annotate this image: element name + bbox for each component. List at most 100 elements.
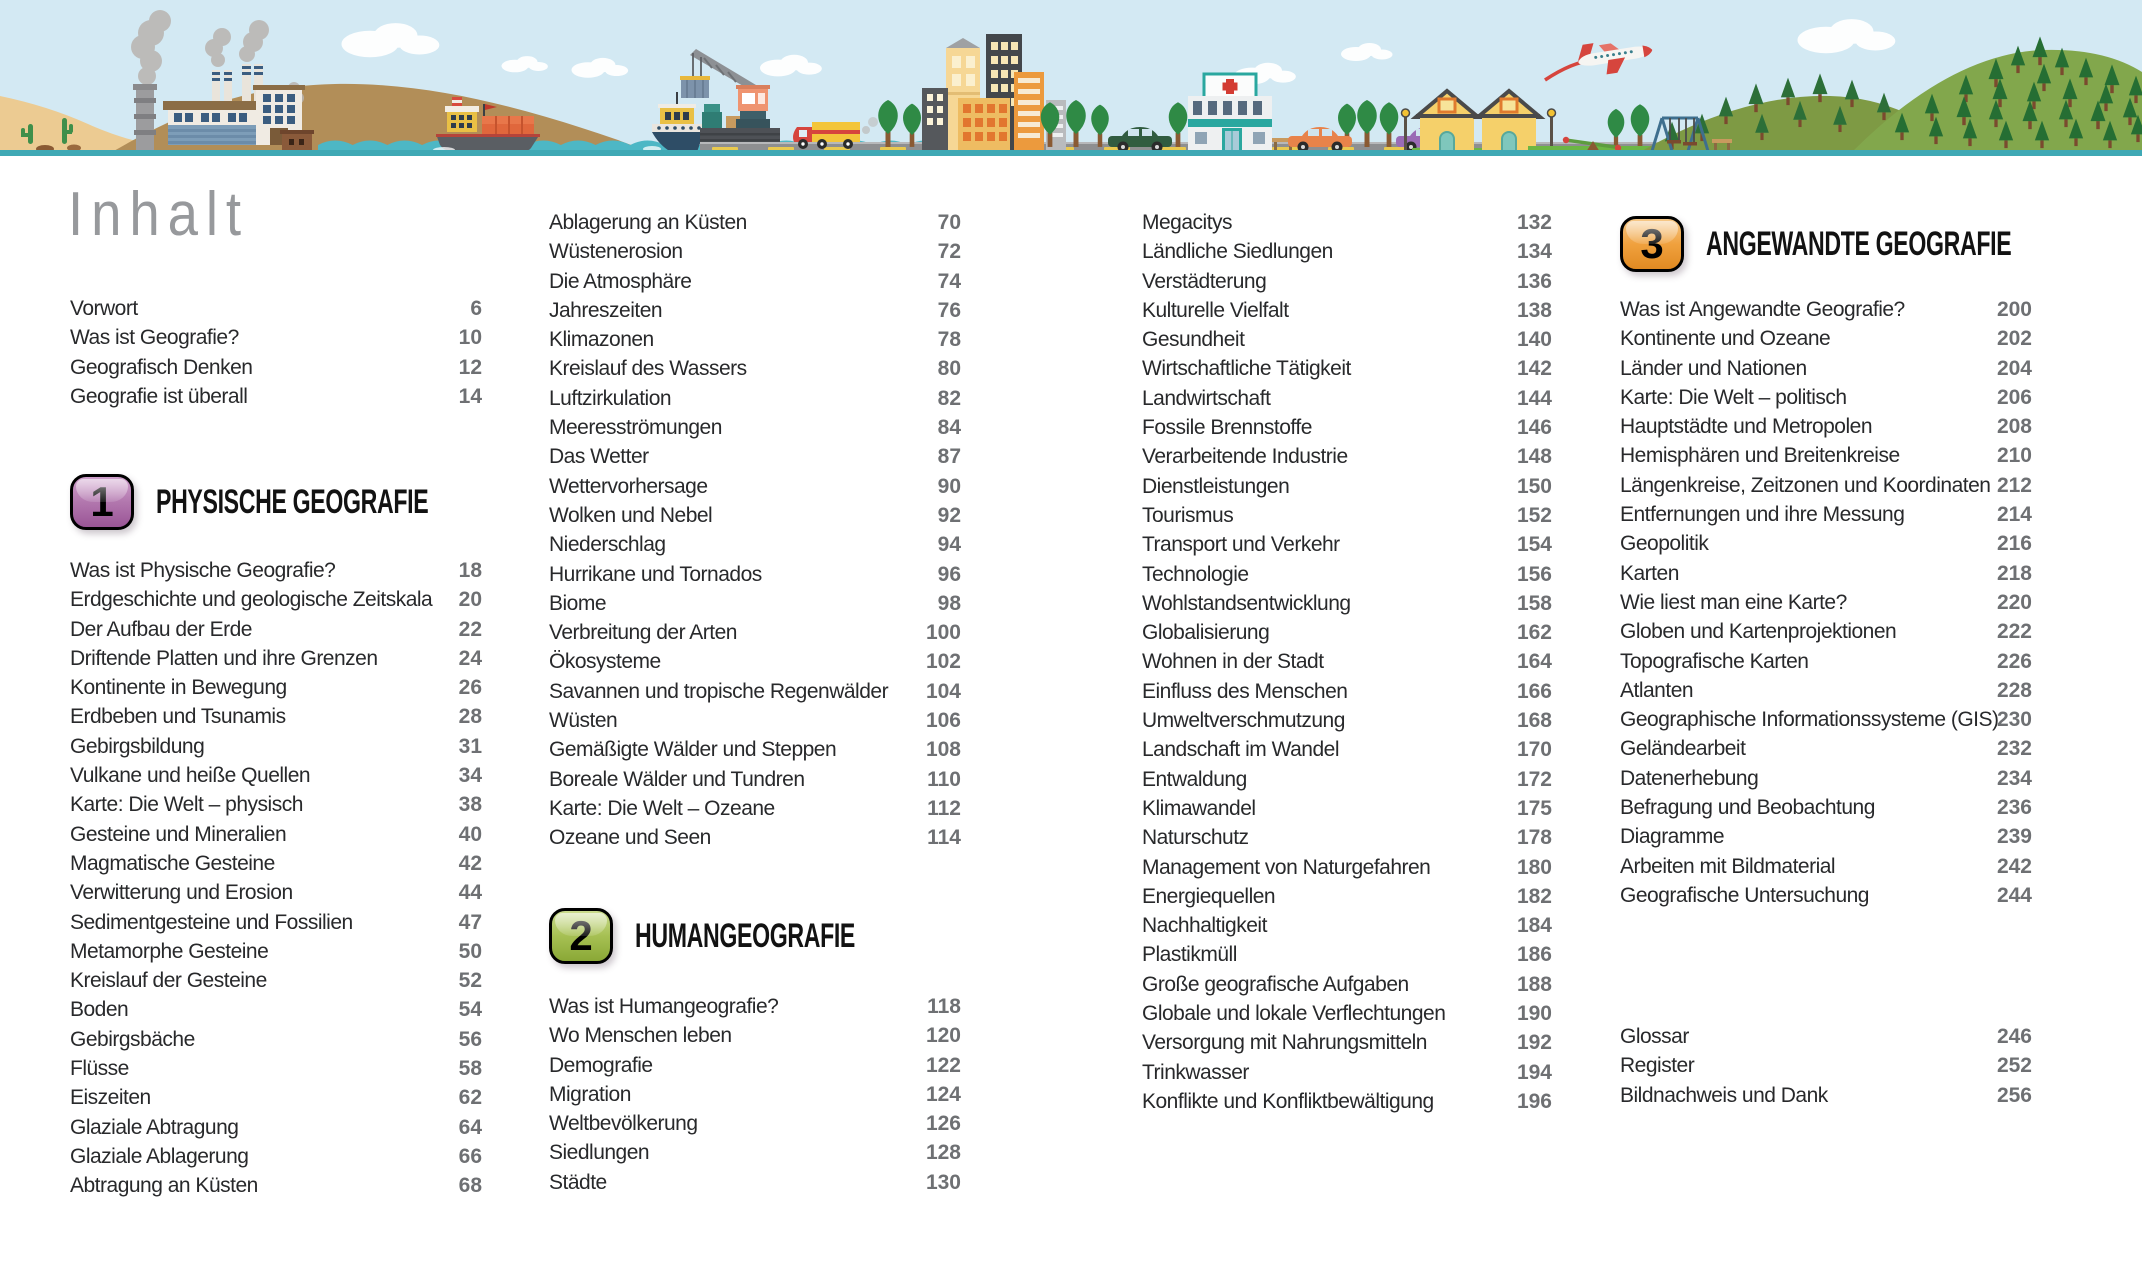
toc-entry-label: Wirtschaftliche Tätigkeit	[1142, 357, 1351, 381]
toc-entry: Karte: Die Welt – politisch 206	[1620, 383, 2032, 412]
toc-entry: Migration 124	[549, 1080, 961, 1109]
toc-entry-label: Verbreitung der Arten	[549, 621, 737, 645]
toc-entry-label: Plastikmüll	[1142, 943, 1237, 967]
toc-entry-page: 24	[458, 646, 482, 670]
toc-entry-label: Ländliche Siedlungen	[1142, 240, 1333, 264]
toc-entry-label: Glaziale Ablagerung	[70, 1144, 249, 1168]
toc-entry-page: 166	[1516, 679, 1552, 703]
toc-entry-label: Dienstleistungen	[1142, 474, 1290, 498]
toc-entry-label: Arbeiten mit Bildmaterial	[1620, 854, 1836, 878]
toc-entry: Geographische Informationssysteme (GIS) …	[1620, 705, 2032, 734]
toc-entry-label: Kreislauf der Gesteine	[70, 969, 267, 993]
toc-entry-page: 54	[458, 998, 482, 1022]
toc-entry: Trinkwasser 194	[1142, 1058, 1552, 1087]
toc-entry-label: Weltbevölkerung	[549, 1112, 698, 1136]
toc-entry-label: Landschaft im Wandel	[1142, 738, 1340, 762]
toc-entry: Entwaldung 172	[1142, 765, 1552, 794]
toc-entry-page: 152	[1516, 503, 1552, 527]
toc-entry-page: 70	[937, 211, 961, 234]
bench-icon	[1712, 139, 1732, 151]
toc-entry-label: Gebirgsbäche	[70, 1027, 195, 1051]
toc-entry: Energiequellen 182	[1142, 882, 1552, 911]
section-2-header: 2 HUMANGEOGRAFIE	[549, 906, 959, 966]
toc-entry-page: 220	[1996, 590, 2032, 614]
toc-entry-label: Boreale Wälder und Tundren	[549, 767, 805, 791]
toc-entry: Erdbeben und Tsunamis 28	[70, 702, 482, 731]
toc-entry-label: Geografische Untersuchung	[1620, 883, 1870, 907]
toc-entry: Atlanten 228	[1620, 676, 2032, 705]
toc-entry: Gemäßigte Wälder und Steppen 108	[549, 735, 961, 764]
toc-entry-page: 98	[937, 591, 961, 615]
toc-entry-page: 76	[937, 298, 961, 322]
toc-entry-page: 256	[1996, 1083, 2032, 1107]
toc-entry-label: Vulkane und heiße Quellen	[70, 764, 311, 788]
toc-entry-label: Konflikte und Konfliktbewältigung	[1142, 1089, 1434, 1113]
toc-entry: Geografisch Denken 12	[70, 353, 482, 382]
toc-entry-page: 38	[458, 793, 482, 817]
toc-entry: Hauptstädte und Metropolen 208	[1620, 412, 2032, 441]
toc-entry-label: Hauptstädte und Metropolen	[1620, 415, 1873, 439]
section-1-list-part-1: Was ist Physische Geografie? 18 Erdgesch…	[70, 556, 482, 1201]
toc-entry-label: Energiequellen	[1142, 884, 1276, 908]
cactus-icon	[21, 118, 73, 144]
baseline	[0, 150, 2142, 156]
seesaw-icon	[1562, 136, 1622, 152]
toc-entry: Savannen und tropische Regenwälder 104	[549, 677, 961, 706]
toc-entry-page: 130	[925, 1170, 961, 1194]
toc-entry-label: Wo Menschen leben	[549, 1024, 732, 1048]
toc-entry-page: 146	[1516, 416, 1552, 440]
section-3-title: ANGEWANDTE GEOGRAFIE	[1706, 225, 2012, 263]
section-2-title: HUMANGEOGRAFIE	[635, 917, 856, 955]
toc-entry-label: Gesundheit	[1142, 328, 1245, 352]
toc-entry: Datenerhebung 234	[1620, 764, 2032, 793]
toc-entry-page: 56	[458, 1027, 482, 1051]
toc-entry: Register 252	[1620, 1051, 2032, 1080]
toc-entry-label: Migration	[549, 1082, 631, 1106]
toc-entry-label: Geopolitik	[1620, 532, 1709, 556]
toc-entry: Fossile Brennstoffe 146	[1142, 413, 1552, 442]
toc-entry: Driftende Platten und ihre Grenzen 24	[70, 644, 482, 673]
toc-entry-label: Vorwort	[70, 297, 138, 320]
toc-entry-label: Flüsse	[70, 1057, 129, 1081]
toc-entry: Flüsse 58	[70, 1054, 482, 1083]
toc-entry: Karte: Die Welt – Ozeane 112	[549, 794, 961, 823]
toc-entry-page: 210	[1996, 444, 2032, 468]
toc-entry-page: 64	[458, 1115, 482, 1139]
toc-entry: Meeresströmungen 84	[549, 413, 961, 442]
toc-entry: Längenkreise, Zeitzonen und Koordinaten …	[1620, 471, 2032, 500]
toc-entry-label: Längenkreise, Zeitzonen und Koordinaten	[1620, 473, 1991, 497]
toc-entry-page: 214	[1996, 503, 2032, 527]
toc-entry: Magmatische Gesteine 42	[70, 849, 482, 878]
toc-entry-page: 82	[937, 386, 961, 410]
toc-entry: Wo Menschen leben 120	[549, 1021, 961, 1050]
toc-entry: Boden 54	[70, 995, 482, 1024]
toc-entry-label: Management von Naturgefahren	[1142, 855, 1431, 879]
toc-entry: Kontinente und Ozeane 202	[1620, 324, 2032, 353]
toc-entry-label: Wolken und Nebel	[549, 503, 713, 527]
toc-entry: Klimazonen 78	[549, 325, 961, 354]
toc-entry-page: 92	[937, 503, 961, 527]
toc-entry: Gebirgsbildung 31	[70, 732, 482, 761]
toc-entry: Was ist Physische Geografie? 18	[70, 556, 482, 585]
toc-entry: Geopolitik 216	[1620, 529, 2032, 558]
toc-entry: Siedlungen 128	[549, 1138, 961, 1167]
toc-entry: Transport und Verkehr 154	[1142, 530, 1552, 559]
toc-entry: Verwitterung und Erosion 44	[70, 878, 482, 907]
toc-entry: Landwirtschaft 144	[1142, 384, 1552, 413]
toc-entry: Dienstleistungen 150	[1142, 472, 1552, 501]
toc-entry-page: 144	[1516, 386, 1552, 410]
toc-entry-label: Gemäßigte Wälder und Steppen	[549, 738, 837, 762]
toc-entry-label: Boden	[70, 998, 129, 1022]
toc-entry-page: 196	[1516, 1089, 1552, 1113]
toc-entry: Ablagerung an Küsten 70	[549, 208, 961, 237]
toc-entry-page: 206	[1996, 385, 2032, 409]
toc-entry: Hurrikane und Tornados 96	[549, 560, 961, 589]
toc-entry-page: 200	[1996, 298, 2032, 321]
toc-entry-page: 212	[1996, 473, 2032, 497]
toc-entry: Umweltverschmutzung 168	[1142, 706, 1552, 735]
toc-entry-label: Technologie	[1142, 562, 1249, 586]
toc-entry-page: 190	[1516, 1002, 1552, 1026]
toc-entry-page: 194	[1516, 1060, 1552, 1084]
toc-entry: Klimawandel 175	[1142, 794, 1552, 823]
toc-entry-page: 172	[1516, 767, 1552, 791]
